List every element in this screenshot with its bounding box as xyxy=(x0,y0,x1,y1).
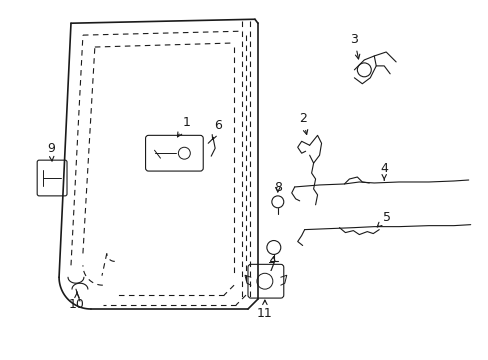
Text: 11: 11 xyxy=(257,300,272,320)
Text: 6: 6 xyxy=(212,119,222,140)
Text: 1: 1 xyxy=(177,116,190,137)
Text: 5: 5 xyxy=(376,211,390,227)
Text: 4: 4 xyxy=(380,162,387,180)
Text: 2: 2 xyxy=(298,112,307,134)
Text: 8: 8 xyxy=(273,181,281,194)
Text: 3: 3 xyxy=(350,33,359,59)
Text: 10: 10 xyxy=(69,292,85,311)
Text: 7: 7 xyxy=(267,257,275,274)
Text: 9: 9 xyxy=(47,142,55,161)
